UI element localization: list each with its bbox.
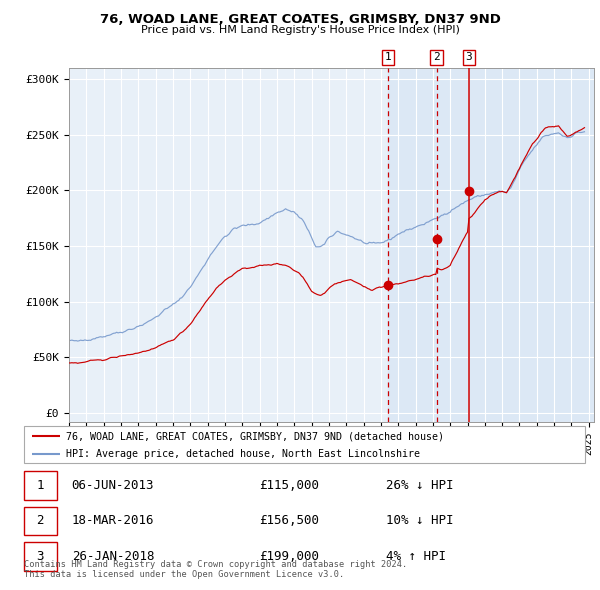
- Bar: [388, 68, 594, 422]
- Text: 18-MAR-2016: 18-MAR-2016: [71, 514, 154, 527]
- Text: 1: 1: [37, 478, 44, 492]
- Text: Contains HM Land Registry data © Crown copyright and database right 2024.
This d: Contains HM Land Registry data © Crown c…: [24, 560, 407, 579]
- Text: 4% ↑ HPI: 4% ↑ HPI: [386, 549, 446, 563]
- Text: 3: 3: [37, 549, 44, 563]
- Text: 1: 1: [385, 53, 392, 63]
- Bar: [24, 507, 56, 535]
- Text: 26% ↓ HPI: 26% ↓ HPI: [386, 478, 454, 492]
- Text: HPI: Average price, detached house, North East Lincolnshire: HPI: Average price, detached house, Nort…: [66, 449, 420, 459]
- Text: 3: 3: [466, 53, 472, 63]
- Text: 2: 2: [37, 514, 44, 527]
- Text: 10% ↓ HPI: 10% ↓ HPI: [386, 514, 454, 527]
- Text: 26-JAN-2018: 26-JAN-2018: [71, 549, 154, 563]
- Text: 76, WOAD LANE, GREAT COATES, GRIMSBY, DN37 9ND (detached house): 76, WOAD LANE, GREAT COATES, GRIMSBY, DN…: [66, 431, 444, 441]
- Text: £199,000: £199,000: [260, 549, 320, 563]
- Text: 76, WOAD LANE, GREAT COATES, GRIMSBY, DN37 9ND: 76, WOAD LANE, GREAT COATES, GRIMSBY, DN…: [100, 13, 500, 26]
- Text: 06-JUN-2013: 06-JUN-2013: [71, 478, 154, 492]
- Text: Price paid vs. HM Land Registry's House Price Index (HPI): Price paid vs. HM Land Registry's House …: [140, 25, 460, 35]
- Text: 2: 2: [433, 53, 440, 63]
- Text: £156,500: £156,500: [260, 514, 320, 527]
- Bar: [24, 471, 56, 500]
- Text: £115,000: £115,000: [260, 478, 320, 492]
- Bar: [24, 542, 56, 571]
